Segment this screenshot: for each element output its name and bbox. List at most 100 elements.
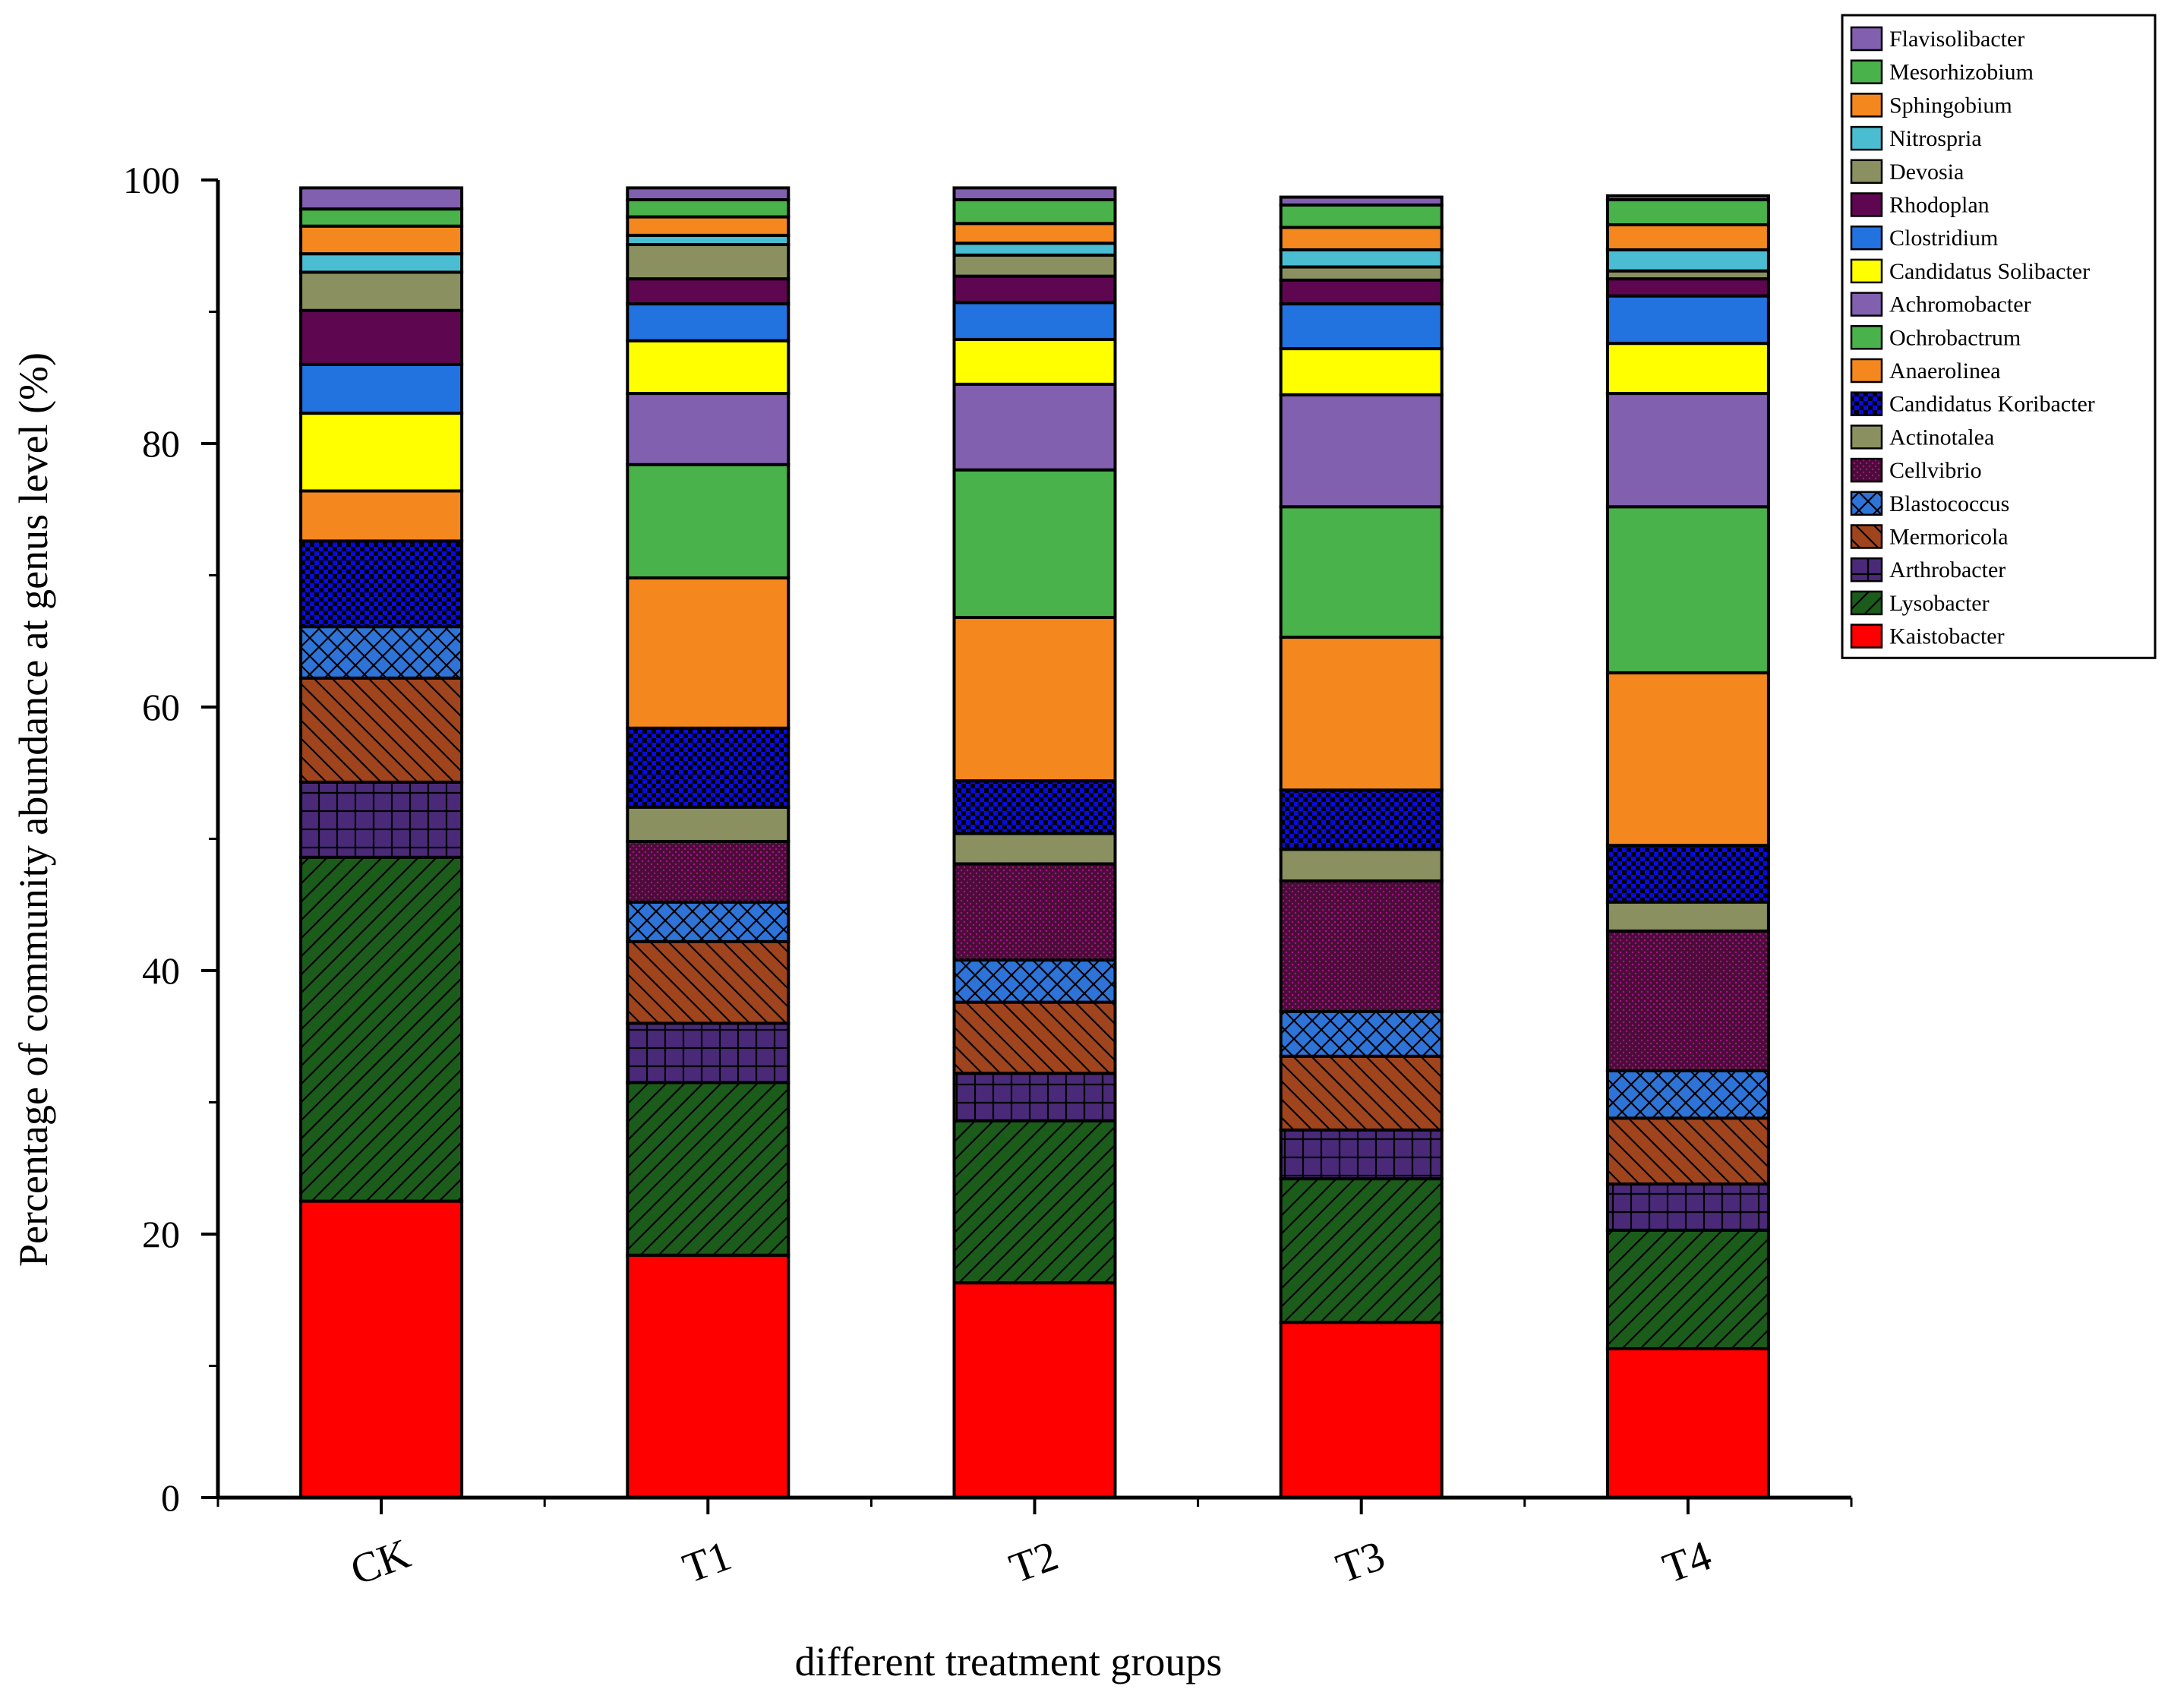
legend-item-achromobacter: Achromobacter: [1850, 292, 2031, 317]
legend-item-ochrobactrum: Ochrobactrum: [1850, 325, 2021, 350]
bar-segment-T4-candidatus-koribacter: [1605, 844, 1770, 904]
bar-segment-CK-kaistobacter: [299, 1199, 464, 1499]
legend-item-blastococcus: Blastococcus: [1850, 491, 2009, 516]
legend-swatch: [1850, 59, 1883, 84]
legend-label: Ochrobactrum: [1889, 325, 2021, 350]
bar-segment-T1-arthrobacter: [626, 1021, 791, 1084]
bar-segment-T4-ochrobactrum: [1605, 505, 1770, 674]
bar-segment-CK-arthrobacter: [299, 780, 464, 859]
legend-swatch: [1850, 325, 1883, 350]
legend-swatch: [1850, 258, 1883, 284]
bar-segment-T3-cellvibrio: [1279, 879, 1444, 1013]
bar-segment-T4-blastococcus: [1605, 1069, 1770, 1120]
bar-segment-T3-flavisolibacter: [1279, 195, 1444, 207]
legend-label: Candidatus Solibacter: [1889, 259, 2090, 284]
bar-segment-T4-clostridium: [1605, 294, 1770, 346]
x-tick-label: CK: [345, 1530, 416, 1595]
legend-item-devosia: Devosia: [1850, 159, 1964, 185]
legend-label: Achromobacter: [1889, 292, 2031, 317]
bar-segment-CK-mermoricola: [299, 676, 464, 784]
x-tick-label: T4: [1657, 1532, 1718, 1593]
bar-segment-T3-devosia: [1279, 265, 1444, 282]
bar-segment-T4-sphingobium: [1605, 223, 1770, 251]
legend-label: Cellvibrio: [1889, 458, 1982, 483]
y-tick-label: 60: [142, 686, 180, 728]
legend-swatch: [1850, 491, 1883, 516]
bar-segment-T2-clostridium: [952, 301, 1117, 341]
legend-label: Nitrospria: [1889, 126, 1982, 151]
x-tick-label: T1: [677, 1532, 737, 1593]
legend-item-arthrobacter: Arthrobacter: [1850, 557, 2005, 582]
bar-segment-T1-flavisolibacter: [626, 186, 791, 202]
bar-segment-CK-rhodoplan: [299, 308, 464, 366]
legend-swatch: [1850, 26, 1883, 52]
legend-item-rhodoplan: Rhodoplan: [1850, 192, 1990, 218]
bar-segment-T2-nitrospria: [952, 242, 1117, 257]
bar-segment-CK-blastococcus: [299, 625, 464, 680]
bar-segment-T3-mermoricola: [1279, 1054, 1444, 1132]
bar-segment-T2-arthrobacter: [952, 1072, 1117, 1122]
bar-segment-T3-arthrobacter: [1279, 1128, 1444, 1181]
bars-layer: [299, 186, 1770, 1499]
bar-segment-T3-achromobacter: [1279, 393, 1444, 509]
bar-segment-T2-actinotalea: [952, 832, 1117, 866]
y-tick-label: 80: [142, 422, 180, 465]
bar-segment-T3-clostridium: [1279, 302, 1444, 351]
legend-item-lysobacter: Lysobacter: [1850, 590, 1990, 616]
y-tick-label: 40: [142, 949, 180, 992]
bar-segment-T3-nitrospria: [1279, 248, 1444, 269]
legend-label: Sphingobium: [1889, 93, 2012, 118]
bar-segment-T3-mesorhizobium: [1279, 203, 1444, 229]
bar-segment-T4-candidatus-solibacter: [1605, 342, 1770, 396]
bar-segment-CK-anaerolinea: [299, 489, 464, 543]
legend-label: Devosia: [1889, 159, 1964, 185]
legend-swatch: [1850, 624, 1883, 649]
bar-segment-T3-lysobacter: [1279, 1177, 1444, 1324]
legend-item-anaerolinea: Anaerolinea: [1850, 358, 2001, 384]
bar-segment-CK-flavisolibacter: [299, 186, 464, 211]
legend-swatch: [1850, 93, 1883, 118]
legend-label: Actinotalea: [1889, 425, 1994, 450]
legend-label: Clostridium: [1889, 226, 1998, 251]
legend-label: Anaerolinea: [1889, 358, 2001, 384]
bar-segment-T1-lysobacter: [626, 1081, 791, 1257]
bar-segment-T4-mermoricola: [1605, 1116, 1770, 1186]
bar-segment-T3-anaerolinea: [1279, 636, 1444, 792]
legend-swatch: [1850, 425, 1883, 450]
bar-segment-T2-candidatus-koribacter: [952, 779, 1117, 835]
legend-swatch: [1850, 292, 1883, 317]
bar-segment-T4-rhodoplan: [1605, 277, 1770, 298]
bar-segment-T4-mesorhizobium: [1605, 198, 1770, 226]
y-axis-title: Percentage of community abundance at gen…: [11, 352, 56, 1267]
legend-swatch: [1850, 125, 1883, 151]
bar-segment-T2-flavisolibacter: [952, 186, 1117, 202]
legend-swatch: [1850, 358, 1883, 384]
bar-segment-T3-sphingobium: [1279, 226, 1444, 251]
bar-segment-T3-rhodoplan: [1279, 278, 1444, 306]
bar-segment-T4-cellvibrio: [1605, 929, 1770, 1072]
bar-segment-T4-anaerolinea: [1605, 671, 1770, 848]
bar-segment-T1-kaistobacter: [626, 1253, 791, 1499]
bar-segment-T1-actinotalea: [626, 805, 791, 843]
bar-segment-T3-kaistobacter: [1279, 1321, 1444, 1499]
bar-segment-T4-achromobacter: [1605, 392, 1770, 509]
legend-label: Blastococcus: [1889, 491, 2009, 516]
bar-segment-T1-mesorhizobium: [626, 198, 791, 219]
y-tick-label: 0: [161, 1476, 180, 1519]
bar-segment-T1-candidatus-koribacter: [626, 726, 791, 809]
bar-segment-T2-cellvibrio: [952, 862, 1117, 962]
legend-swatch: [1850, 557, 1883, 582]
bar-segment-T2-sphingobium: [952, 222, 1117, 245]
x-tick-label: T2: [1004, 1532, 1065, 1593]
bar-segment-T2-anaerolinea: [952, 616, 1117, 783]
bar-segment-T3-ochrobactrum: [1279, 505, 1444, 639]
bar-segment-T1-ochrobactrum: [626, 463, 791, 579]
legend-item-mermoricola: Mermoricola: [1850, 524, 2009, 550]
legend-label: Mermoricola: [1889, 525, 2009, 550]
legend-item-mesorhizobium: Mesorhizobium: [1850, 59, 2034, 85]
bar-stack-T2: [952, 186, 1117, 1499]
legend-swatch: [1850, 192, 1883, 217]
legend-item-sphingobium: Sphingobium: [1850, 93, 2012, 118]
legend-label: Mesorhizobium: [1889, 60, 2034, 85]
